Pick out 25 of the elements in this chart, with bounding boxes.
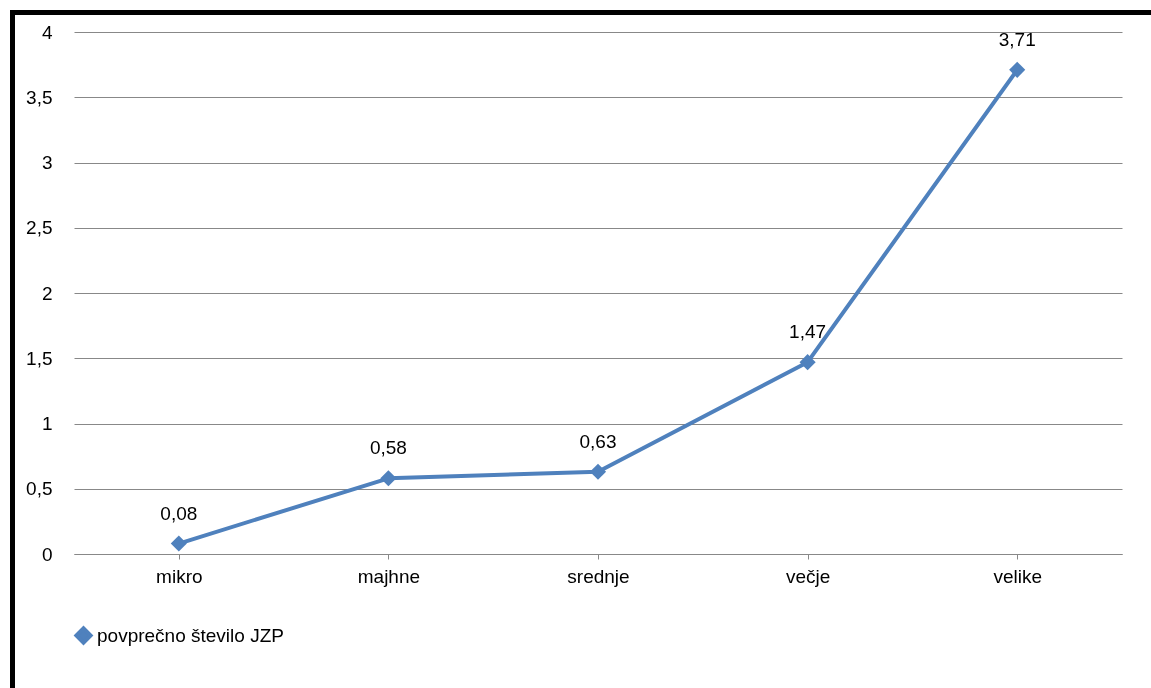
y-tick-label: 3 — [41, 152, 53, 173]
data-label: 0,58 — [369, 437, 407, 459]
data-label: 1,47 — [789, 321, 827, 343]
data-label: 3,71 — [998, 28, 1036, 50]
point — [1009, 61, 1026, 78]
x-tick-label: velike — [993, 565, 1042, 587]
y-tick-label: 2 — [41, 282, 53, 304]
point — [589, 463, 607, 480]
y-tick-label: 4 — [41, 21, 53, 43]
legend-label: povprečno število JZP — [97, 624, 284, 646]
data-label: 0,63 — [579, 430, 617, 452]
y-tick-label: 2,5 — [26, 217, 53, 239]
point — [799, 354, 816, 371]
point — [380, 470, 397, 487]
x-tick-label: večje — [785, 565, 831, 587]
y-tick-label: 1,5 — [26, 347, 53, 369]
x-tick-label: majhne — [357, 565, 421, 587]
point — [170, 535, 187, 552]
x-tick-label: srednje — [567, 565, 630, 587]
y-tick-label: 3,5 — [26, 86, 53, 108]
data-label: 0,08 — [160, 502, 198, 524]
y-tick-label: 0,5 — [26, 478, 53, 500]
x-tick-label: mikro — [156, 565, 203, 587]
y-tick-label: 0 — [41, 543, 53, 565]
y-tick-label: 1 — [41, 413, 53, 434]
